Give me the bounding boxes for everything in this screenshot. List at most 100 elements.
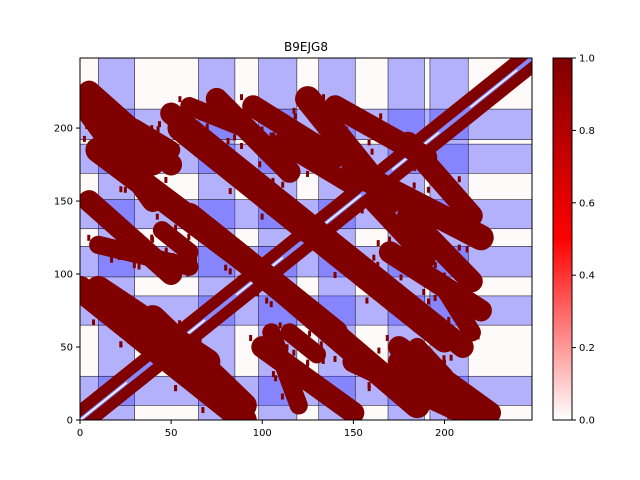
contact-speckle [110,292,114,299]
contact-speckle [460,322,464,329]
contact-speckle [157,225,161,232]
contact-speckle [158,152,162,159]
contact-speckle [109,217,113,224]
contact-speckle [333,158,337,165]
contact-speckle [123,186,127,193]
contact-speckle [272,132,276,139]
contact-speckle [394,150,398,157]
contact-speckle [306,170,309,177]
contact-speckle [488,412,492,419]
contact-speckle [365,297,369,304]
contact-speckle [170,272,174,279]
colorbar-tick-label: 1.0 [579,54,595,65]
contact-speckle [137,263,141,270]
contact-speckle [433,262,437,269]
contact-speckle [314,145,318,152]
contact-speckle [372,254,376,261]
contact-speckle [178,242,182,249]
contact-speckle [216,237,220,244]
contact-speckle [271,371,275,378]
x-tick-label: 0 [77,428,83,439]
contact-speckle [122,153,126,160]
contact-speckle [322,94,326,101]
contact-speckle [273,120,277,127]
contact-speckle [187,233,191,240]
contact-speckle [198,336,202,343]
contact-speckle [119,186,123,193]
contact-speckle [235,115,239,122]
contact-speckle [278,322,282,329]
colorbar-tick-label: 0.4 [579,271,595,282]
contact-speckle [476,333,480,340]
contact-speckle [386,214,390,221]
contact-speckle [205,123,209,130]
contact-speckle [106,132,110,139]
contact-speckle [203,106,207,113]
contact-speckle [344,259,348,266]
contact-speckle [301,341,305,348]
contact-speckle [457,244,461,251]
contact-speckle [445,332,449,339]
contact-speckle [394,310,398,317]
contact-speckle [333,355,337,362]
contact-speckle [119,341,123,348]
contact-speckle [316,149,320,156]
contact-speckle [330,328,334,335]
contact-speckle [96,207,100,214]
contact-speckle [82,135,86,142]
contact-speckle [171,253,175,260]
contact-speckle [132,262,136,269]
y-tick-label: 100 [54,270,73,281]
contact-speckle [406,364,410,371]
contact-speckle [129,236,133,243]
contact-region-20 [378,277,474,358]
contact-speckle [313,110,317,117]
contact-speckle [376,375,380,382]
contact-speckle [376,261,380,268]
contact-speckle [301,132,305,139]
contact-speckle [429,348,433,355]
contact-speckle [340,420,343,426]
contact-speckle [462,311,466,318]
contact-speckle [176,116,180,123]
contact-speckle [319,341,323,348]
contact-region-17-mirror [80,102,164,212]
contact-speckle [456,296,460,303]
y-tick-label: 150 [54,197,73,208]
x-tick-label: 50 [165,428,178,439]
contact-speckle [356,120,360,127]
contact-speckle [342,192,346,199]
contact-speckle [110,256,114,263]
contact-speckle [105,308,109,315]
contact-speckle [350,146,354,153]
contact-speckle [280,265,284,272]
contact-speckle [329,395,333,402]
contact-speckle [183,370,187,377]
contact-speckle [299,338,303,345]
contact-speckle [457,176,461,183]
contact-speckle [228,414,232,420]
contact-speckle [292,349,296,356]
contact-speckle [297,154,301,161]
contact-speckle [442,359,446,366]
contact-speckle [186,270,190,277]
contact-speckle [419,376,423,383]
contact-speckle [76,121,79,127]
y-axis: 0 50 100 150 200 [54,124,80,427]
contact-speckle [441,247,445,254]
y-tick-label: 200 [54,124,73,135]
contact-speckle [321,357,325,364]
contact-speckle [240,94,244,101]
contact-speckle [399,274,403,281]
contact-speckle [292,216,296,223]
contact-region-13-mirror [176,202,330,331]
contact-speckle [458,269,462,276]
plot-frame [79,57,533,421]
contact-region-4 [242,95,347,169]
contact-speckle [467,318,471,325]
contact-speckle [367,382,371,389]
contact-speckle [410,220,414,227]
contact-speckle [354,184,358,191]
contact-speckle [237,275,241,282]
contact-speckle [333,272,337,279]
